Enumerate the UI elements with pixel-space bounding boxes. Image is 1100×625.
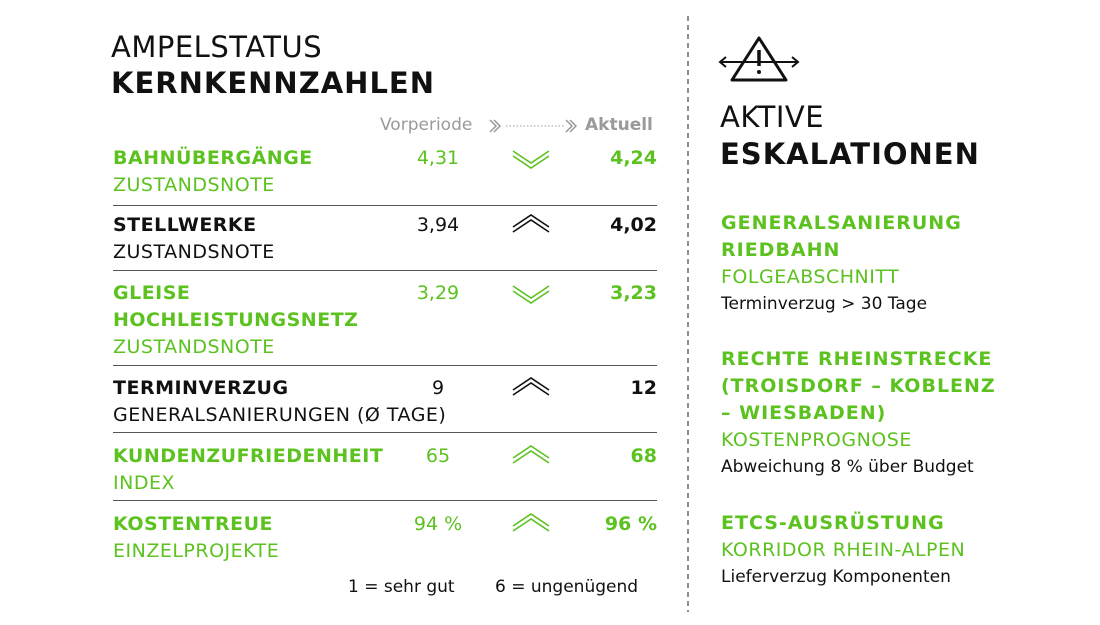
kpi-name: KOSTENTREUE bbox=[113, 513, 274, 535]
escalation-title: RECHTE RHEINSTRECKE (TROISDORF – KOBLENZ… bbox=[721, 348, 996, 424]
trend-chevron bbox=[512, 214, 550, 233]
title-bold: KERNKENNZAHLEN bbox=[111, 66, 436, 100]
escalation-subtitle: KOSTENPROGNOSE bbox=[721, 429, 912, 451]
previous-value: 65 bbox=[425, 445, 451, 467]
header-previous: Vorperiode bbox=[380, 115, 473, 135]
previous-value: 3,29 bbox=[416, 282, 460, 304]
trend-chevron bbox=[512, 445, 550, 464]
kpi-row: TERMINVERZUG GENERALSANIERUNGEN (Ø TAGE) 9… bbox=[113, 375, 657, 429]
previous-value: 4,31 bbox=[416, 147, 460, 169]
trend-chevron bbox=[512, 285, 550, 304]
kpi-row: KOSTENTREUE EINZELPROJEKTE 94 % 96 % bbox=[113, 511, 657, 565]
kpi-sub: ZUSTANDSNOTE bbox=[113, 241, 275, 263]
divider bbox=[687, 16, 689, 612]
kpi-row: BAHNÜBERGÄNGE ZUSTANDSNOTE 4,31 4,24 bbox=[113, 145, 657, 199]
kpi-sub: GENERALSANIERUNGEN (Ø TAGE) bbox=[113, 404, 447, 426]
row-separator bbox=[113, 270, 657, 271]
current-value: 12 bbox=[630, 377, 657, 399]
kpi-name: GLEISE HOCHLEISTUNGSNETZ bbox=[113, 282, 359, 331]
kpi-sub: EINZELPROJEKTE bbox=[113, 540, 280, 562]
previous-value: 94 % bbox=[413, 513, 463, 535]
footnote: 1 = sehr gut bbox=[348, 577, 455, 597]
header-current: Aktuell bbox=[585, 115, 653, 135]
escalation-title: GENERALSANIERUNG RIEDBAHN bbox=[721, 212, 962, 261]
current-value: 4,02 bbox=[610, 214, 657, 236]
kpi-name: KUNDENZUFRIEDENHEIT bbox=[113, 445, 384, 467]
kpi-sub: INDEX bbox=[113, 472, 175, 494]
row-separator bbox=[113, 432, 657, 433]
escalation-title: ETCS-AUSRÜSTUNG bbox=[721, 512, 945, 534]
row-separator bbox=[113, 500, 657, 501]
row-separator bbox=[113, 205, 657, 206]
title-light: AKTIVE bbox=[720, 100, 825, 134]
trend-chevron bbox=[512, 377, 550, 396]
kpi-sub: ZUSTANDSNOTE bbox=[113, 336, 275, 358]
trend-chevron bbox=[512, 150, 550, 169]
current-value: 96 % bbox=[604, 513, 657, 535]
escalation-detail: Abweichung 8 % über Budget bbox=[721, 457, 974, 477]
escalation: GENERALSANIERUNG RIEDBAHN FOLGEABSCHNITT T… bbox=[721, 210, 1011, 318]
escalation-detail: Lieferverzug Komponenten bbox=[721, 567, 951, 587]
previous-value: 9 bbox=[431, 377, 445, 399]
escalation-detail: Terminverzug > 30 Tage bbox=[721, 294, 928, 314]
escalation: RECHTE RHEINSTRECKE (TROISDORF – KOBLENZ… bbox=[721, 346, 1011, 481]
trend-chevron bbox=[512, 513, 550, 532]
current-value: 4,24 bbox=[610, 147, 657, 169]
kpi-name: TERMINVERZUG bbox=[113, 377, 289, 399]
current-value: 3,23 bbox=[610, 282, 657, 304]
kpi-row: GLEISE HOCHLEISTUNGSNETZ ZUSTANDSNOTE 3,29… bbox=[113, 280, 657, 361]
row-separator bbox=[113, 365, 657, 366]
current-value: 68 bbox=[630, 445, 657, 467]
kpi-row: KUNDENZUFRIEDENHEIT INDEX 65 68 bbox=[113, 443, 657, 497]
footnote: 6 = ungenügend bbox=[495, 577, 639, 597]
escalation: ETCS-AUSRÜSTUNG KORRIDOR RHEIN-ALPEN Liefe… bbox=[721, 510, 1011, 591]
kpi-row: STELLWERKE ZUSTANDSNOTE 3,94 4,02 bbox=[113, 212, 657, 266]
title-light: AMPELSTATUS bbox=[111, 30, 323, 64]
kpi-name: BAHNÜBERGÄNGE bbox=[113, 147, 313, 169]
previous-value: 3,94 bbox=[416, 214, 460, 236]
escalation-subtitle: KORRIDOR RHEIN-ALPEN bbox=[721, 539, 966, 561]
header-arrow bbox=[489, 119, 578, 133]
kpi-name: STELLWERKE bbox=[113, 214, 257, 236]
escalation-subtitle: FOLGEABSCHNITT bbox=[721, 266, 900, 288]
kpi-sub: ZUSTANDSNOTE bbox=[113, 174, 275, 196]
title-bold: ESKALATIONEN bbox=[720, 137, 980, 171]
warning-icon bbox=[718, 36, 800, 82]
